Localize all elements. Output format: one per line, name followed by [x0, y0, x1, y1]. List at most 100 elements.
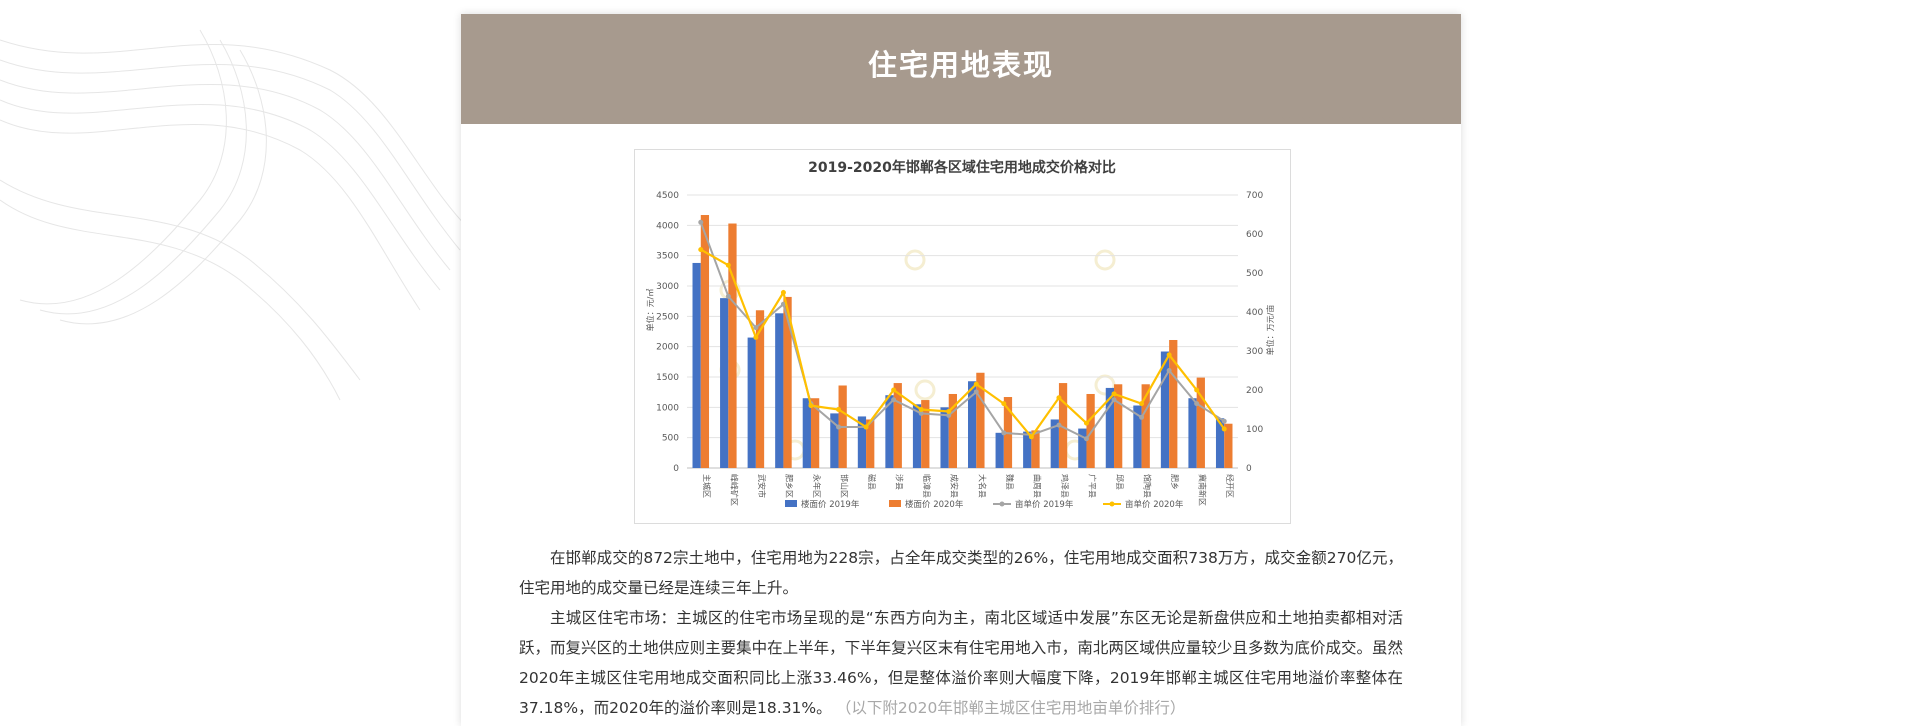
bar-2020 — [921, 400, 930, 468]
paragraph-1: 在邯郸成交的872宗土地中，住宅用地为228宗，占全年成交类型的26%，住宅用地… — [519, 549, 1403, 597]
bar-2020 — [700, 215, 710, 468]
legend-swatch — [889, 500, 901, 507]
y2-tick-label: 200 — [1246, 386, 1263, 396]
bar-2020 — [1224, 423, 1233, 468]
point-2019 — [1139, 414, 1145, 420]
banner-wave-edge — [461, 110, 1461, 120]
x-tick-label: 大名县 — [977, 474, 987, 498]
bar-2020 — [1196, 377, 1205, 468]
y-tick-label: 0 — [673, 464, 679, 474]
section-title: 住宅用地表现 — [867, 48, 1054, 82]
bar-2019 — [1215, 418, 1225, 468]
point-2019 — [1083, 436, 1089, 442]
point-2019 — [753, 325, 759, 331]
line-2019 — [699, 221, 1225, 441]
point-2019 — [918, 410, 924, 416]
point-2020 — [1166, 352, 1172, 358]
legend-label: 楼面价 2020年 — [905, 499, 964, 510]
bar-2020 — [1114, 384, 1123, 468]
point-2019 — [1221, 418, 1227, 424]
chart-legend: 楼面价 2019年 楼面价 2020年 亩单价 2019年 亩单价 2020年 — [785, 499, 1184, 510]
point-2020 — [753, 334, 759, 340]
y-tick-label: 3500 — [656, 252, 679, 262]
point-2019 — [891, 397, 897, 403]
point-2020 — [1028, 434, 1034, 440]
x-tick-label: 磁县 — [867, 474, 877, 490]
y2-tick-label: 300 — [1246, 347, 1263, 357]
x-tick-label: 邱县 — [1115, 474, 1124, 490]
x-tick-label: 鸡泽县 — [1060, 474, 1070, 498]
y2-tick-label: 500 — [1246, 269, 1263, 279]
bar-2019 — [1160, 351, 1170, 468]
point-2020 — [1056, 395, 1062, 401]
bar-2019 — [802, 398, 811, 468]
x-tick-label: 武安市 — [757, 474, 767, 498]
x-tick-label: 峰峰矿区 — [729, 474, 739, 506]
y2-axis-label: 单位：万元/亩 — [1265, 305, 1275, 356]
bar-2020 — [755, 310, 765, 468]
point-2020 — [698, 247, 704, 253]
legend-label: 楼面价 2019年 — [801, 499, 860, 510]
bar-2019 — [1188, 398, 1197, 468]
legend-swatch-marker — [999, 501, 1005, 507]
y-tick-label: 1000 — [656, 403, 679, 413]
chart-canvas: 2019-2020年邯郸各区域住宅用地成交价格对比 单位：元/㎡ 单位：万元/亩… — [645, 159, 1275, 510]
x-tick-label: 广平县 — [1087, 474, 1097, 498]
bar-2019 — [1050, 419, 1059, 468]
y-tick-label: 2500 — [656, 312, 679, 322]
y2-tick-label: 0 — [1246, 464, 1252, 474]
point-2019 — [698, 219, 704, 225]
x-tick-label: 临漳县 — [922, 474, 932, 498]
watermark-mark — [1094, 374, 1116, 396]
bar-2019 — [968, 381, 977, 468]
x-tick-label: 肥乡区 — [784, 474, 793, 498]
point-2020 — [1001, 401, 1007, 407]
bar-2020 — [866, 419, 875, 468]
line-2020 — [700, 248, 1226, 439]
bar-2020 — [893, 383, 902, 468]
bar-2019 — [1105, 387, 1115, 468]
x-tick-label: 曲周县 — [1032, 474, 1042, 498]
point-2020 — [1194, 387, 1200, 393]
x-tick-label: 永年区 — [812, 474, 822, 498]
y-tick-label: 2000 — [656, 343, 679, 353]
point-2019 — [725, 293, 731, 299]
point-2020 — [1083, 420, 1089, 426]
bar-2019 — [912, 404, 922, 468]
y-axis-label: 单位：元/㎡ — [645, 289, 655, 332]
y2-tick-label: 700 — [1246, 191, 1263, 201]
point-2020 — [808, 403, 814, 409]
bar-2019 — [1023, 431, 1032, 468]
point-2020 — [1111, 391, 1117, 397]
point-2020 — [918, 407, 924, 412]
bar-2020 — [1141, 384, 1150, 468]
point-2019 — [780, 301, 786, 307]
bar-2019 — [692, 262, 701, 468]
x-tick-label: 邯山区 — [840, 474, 850, 498]
paragraph-2-text: 主城区住宅市场：主城区的住宅市场呈现的是“东西方向为主，南北区域适中发展”东区无… — [519, 609, 1403, 717]
bar-2019 — [720, 298, 729, 468]
bar-2019 — [775, 313, 784, 468]
y-axis-ticks: 0 500 1000 1500 2000 2500 3000 3500 4000 4500 — [656, 191, 679, 474]
legend-label: 亩单价 2019年 — [1015, 499, 1074, 510]
paragraph-2: 主城区住宅市场：主城区的住宅市场呈现的是“东西方向为主，南北区域适中发展”东区无… — [519, 603, 1403, 723]
point-2020 — [946, 408, 952, 414]
price-comparison-chart: 2019-2020年邯郸各区域住宅用地成交价格对比 单位：元/㎡ 单位：万元/亩… — [634, 149, 1291, 524]
point-2019 — [1001, 430, 1007, 436]
y2-axis-ticks: 0 100 200 300 400 500 600 700 — [1246, 191, 1263, 474]
legend-swatch — [785, 500, 797, 507]
x-tick-label: 肥乡 — [1170, 474, 1179, 490]
point-2019 — [946, 412, 952, 418]
bar-2019 — [995, 432, 1004, 468]
x-tick-label: 冀南新区 — [1198, 474, 1208, 506]
watermark-mark — [914, 379, 936, 401]
legend-swatch-marker — [1109, 501, 1115, 507]
x-tick-label: 成安县 — [950, 474, 960, 498]
bar-2020 — [1086, 393, 1095, 468]
point-2019 — [1166, 368, 1172, 373]
point-2020 — [836, 407, 842, 412]
point-2020 — [863, 424, 869, 430]
y-tick-label: 500 — [662, 434, 679, 444]
x-axis-labels: 主城区 峰峰矿区 武安市 肥乡区 永年区 邯山区 磁县 涉县 临漳县 成安县 大名县 魏县 曲周县 鸡泽县… — [702, 474, 1235, 506]
y-tick-label: 4500 — [656, 191, 679, 201]
